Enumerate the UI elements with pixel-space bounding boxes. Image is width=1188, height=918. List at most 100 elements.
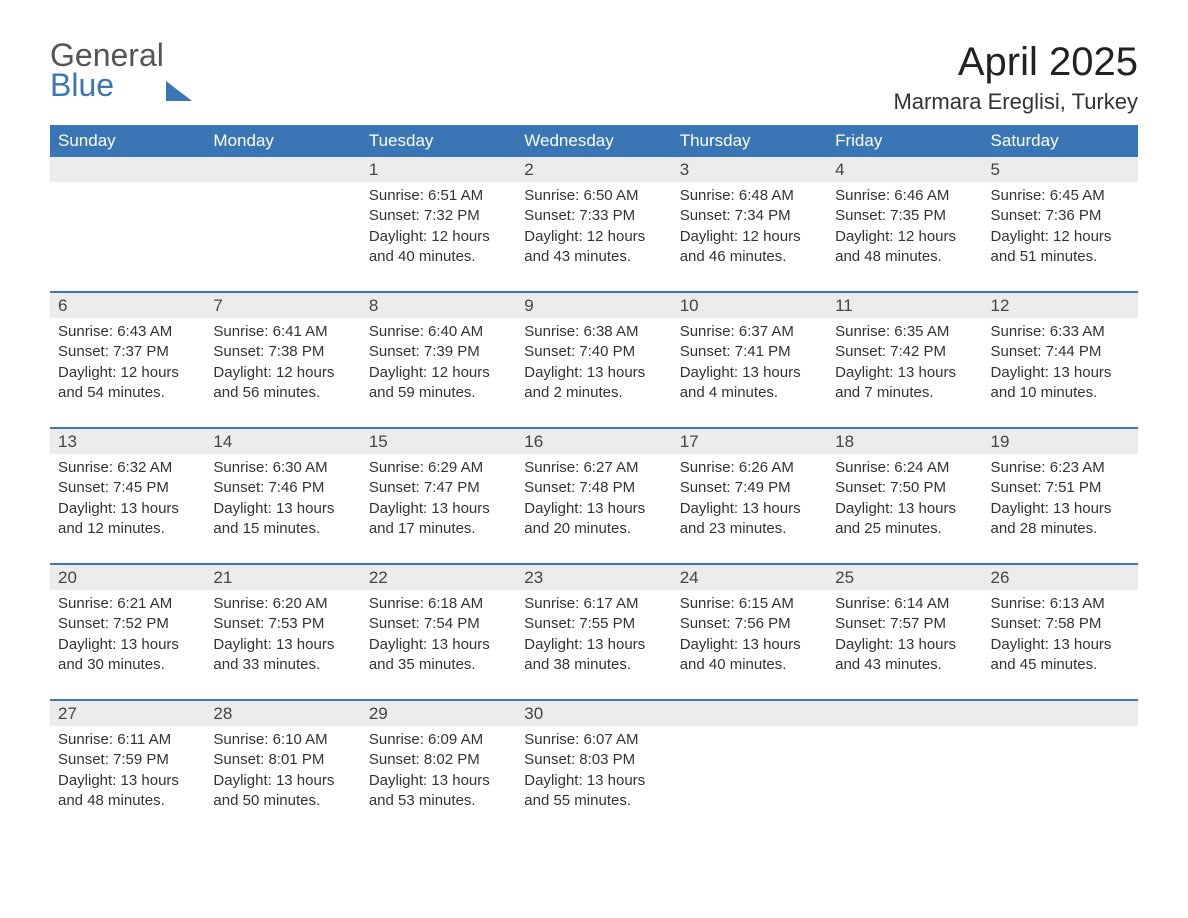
day-detail: Sunrise: 6:46 AMSunset: 7:35 PMDaylight:… <box>827 182 982 292</box>
sunrise: Sunrise: 6:11 AM <box>58 730 197 750</box>
day-number: 14 <box>205 428 360 454</box>
title-block: April 2025 Marmara Ereglisi, Turkey <box>893 40 1138 115</box>
sunrise: Sunrise: 6:41 AM <box>213 322 352 342</box>
day-number: 30 <box>516 700 671 726</box>
sunset: Sunset: 7:59 PM <box>58 750 197 770</box>
day-number: 27 <box>50 700 205 726</box>
sunset: Sunset: 7:40 PM <box>524 342 663 362</box>
daylight: Daylight: 13 hours and 20 minutes. <box>524 499 663 540</box>
day-number: 25 <box>827 564 982 590</box>
sunrise: Sunrise: 6:33 AM <box>991 322 1130 342</box>
day-number: 7 <box>205 292 360 318</box>
day-detail <box>672 726 827 835</box>
daylight: Daylight: 13 hours and 33 minutes. <box>213 635 352 676</box>
sunrise: Sunrise: 6:15 AM <box>680 594 819 614</box>
sunrise: Sunrise: 6:20 AM <box>213 594 352 614</box>
day-detail-row: Sunrise: 6:43 AMSunset: 7:37 PM Daylight:… <box>50 318 1138 428</box>
day-detail: Sunrise: 6:32 AMSunset: 7:45 PMDaylight:… <box>50 454 205 564</box>
day-detail: Sunrise: 6:38 AMSunset: 7:40 PMDaylight:… <box>516 318 671 428</box>
day-detail: Sunrise: 6:26 AMSunset: 7:49 PMDaylight:… <box>672 454 827 564</box>
daylight: Daylight: 13 hours and 50 minutes. <box>213 771 352 812</box>
daylight: Daylight: 13 hours and 4 minutes. <box>680 363 819 404</box>
sunset: Sunset: 8:01 PM <box>213 750 352 770</box>
sunset: Sunset: 7:32 PM <box>369 206 508 226</box>
logo-mark-icon <box>166 81 192 101</box>
sunset: Sunset: 7:46 PM <box>213 478 352 498</box>
day-name: Friday <box>827 125 982 157</box>
day-detail-row: Sunrise: 6:11 AMSunset: 7:59 PM Daylight:… <box>50 726 1138 835</box>
day-detail: Sunrise: 6:20 AMSunset: 7:53 PMDaylight:… <box>205 590 360 700</box>
day-number: 3 <box>672 157 827 182</box>
day-number: 1 <box>361 157 516 182</box>
day-detail <box>50 182 205 292</box>
daylight: Daylight: 13 hours and 30 minutes. <box>58 635 197 676</box>
daylight: Daylight: 13 hours and 17 minutes. <box>369 499 508 540</box>
sunrise: Sunrise: 6:07 AM <box>524 730 663 750</box>
day-detail <box>205 182 360 292</box>
sunrise: Sunrise: 6:46 AM <box>835 186 974 206</box>
sunrise: Sunrise: 6:40 AM <box>369 322 508 342</box>
day-number-row: 6789101112 <box>50 292 1138 318</box>
location: Marmara Ereglisi, Turkey <box>893 89 1138 115</box>
sunrise: Sunrise: 6:45 AM <box>991 186 1130 206</box>
day-name-row: Sunday Monday Tuesday Wednesday Thursday… <box>50 125 1138 157</box>
sunset: Sunset: 7:42 PM <box>835 342 974 362</box>
sunrise: Sunrise: 6:43 AM <box>58 322 197 342</box>
sunset: Sunset: 7:34 PM <box>680 206 819 226</box>
daylight: Daylight: 13 hours and 15 minutes. <box>213 499 352 540</box>
day-detail: Sunrise: 6:14 AMSunset: 7:57 PMDaylight:… <box>827 590 982 700</box>
day-number: 2 <box>516 157 671 182</box>
sunrise: Sunrise: 6:30 AM <box>213 458 352 478</box>
day-number <box>205 157 360 182</box>
sunrise: Sunrise: 6:37 AM <box>680 322 819 342</box>
day-name: Saturday <box>983 125 1138 157</box>
logo-word-2: Blue <box>50 70 164 100</box>
sunrise: Sunrise: 6:10 AM <box>213 730 352 750</box>
day-number: 12 <box>983 292 1138 318</box>
day-detail: Sunrise: 6:45 AMSunset: 7:36 PMDaylight:… <box>983 182 1138 292</box>
sunrise: Sunrise: 6:48 AM <box>680 186 819 206</box>
sunrise: Sunrise: 6:24 AM <box>835 458 974 478</box>
daylight: Daylight: 12 hours and 46 minutes. <box>680 227 819 268</box>
day-detail: Sunrise: 6:21 AMSunset: 7:52 PMDaylight:… <box>50 590 205 700</box>
day-number: 8 <box>361 292 516 318</box>
sunset: Sunset: 7:50 PM <box>835 478 974 498</box>
sunrise: Sunrise: 6:35 AM <box>835 322 974 342</box>
day-detail: Sunrise: 6:51 AMSunset: 7:32 PMDaylight:… <box>361 182 516 292</box>
sunrise: Sunrise: 6:17 AM <box>524 594 663 614</box>
day-number <box>827 700 982 726</box>
logo-word-1: General <box>50 40 164 70</box>
sunset: Sunset: 7:33 PM <box>524 206 663 226</box>
sunrise: Sunrise: 6:21 AM <box>58 594 197 614</box>
sunset: Sunset: 7:37 PM <box>58 342 197 362</box>
day-number: 24 <box>672 564 827 590</box>
daylight: Daylight: 12 hours and 56 minutes. <box>213 363 352 404</box>
day-detail: Sunrise: 6:33 AMSunset: 7:44 PMDaylight:… <box>983 318 1138 428</box>
month-title: April 2025 <box>893 40 1138 85</box>
day-number: 9 <box>516 292 671 318</box>
day-number: 29 <box>361 700 516 726</box>
sunset: Sunset: 7:41 PM <box>680 342 819 362</box>
sunset: Sunset: 7:45 PM <box>58 478 197 498</box>
day-number: 5 <box>983 157 1138 182</box>
day-detail: Sunrise: 6:23 AMSunset: 7:51 PMDaylight:… <box>983 454 1138 564</box>
calendar-table: Sunday Monday Tuesday Wednesday Thursday… <box>50 125 1138 835</box>
sunset: Sunset: 7:55 PM <box>524 614 663 634</box>
daylight: Daylight: 13 hours and 53 minutes. <box>369 771 508 812</box>
sunset: Sunset: 7:57 PM <box>835 614 974 634</box>
header: General Blue April 2025 Marmara Ereglisi… <box>50 40 1138 115</box>
sunset: Sunset: 7:58 PM <box>991 614 1130 634</box>
day-number: 11 <box>827 292 982 318</box>
day-number: 19 <box>983 428 1138 454</box>
daylight: Daylight: 12 hours and 43 minutes. <box>524 227 663 268</box>
day-number-row: 20212223242526 <box>50 564 1138 590</box>
daylight: Daylight: 13 hours and 10 minutes. <box>991 363 1130 404</box>
sunset: Sunset: 7:47 PM <box>369 478 508 498</box>
day-name: Thursday <box>672 125 827 157</box>
daylight: Daylight: 12 hours and 48 minutes. <box>835 227 974 268</box>
daylight: Daylight: 12 hours and 51 minutes. <box>991 227 1130 268</box>
day-detail: Sunrise: 6:11 AMSunset: 7:59 PMDaylight:… <box>50 726 205 835</box>
day-detail: Sunrise: 6:41 AMSunset: 7:38 PMDaylight:… <box>205 318 360 428</box>
day-detail: Sunrise: 6:27 AMSunset: 7:48 PMDaylight:… <box>516 454 671 564</box>
day-number: 23 <box>516 564 671 590</box>
